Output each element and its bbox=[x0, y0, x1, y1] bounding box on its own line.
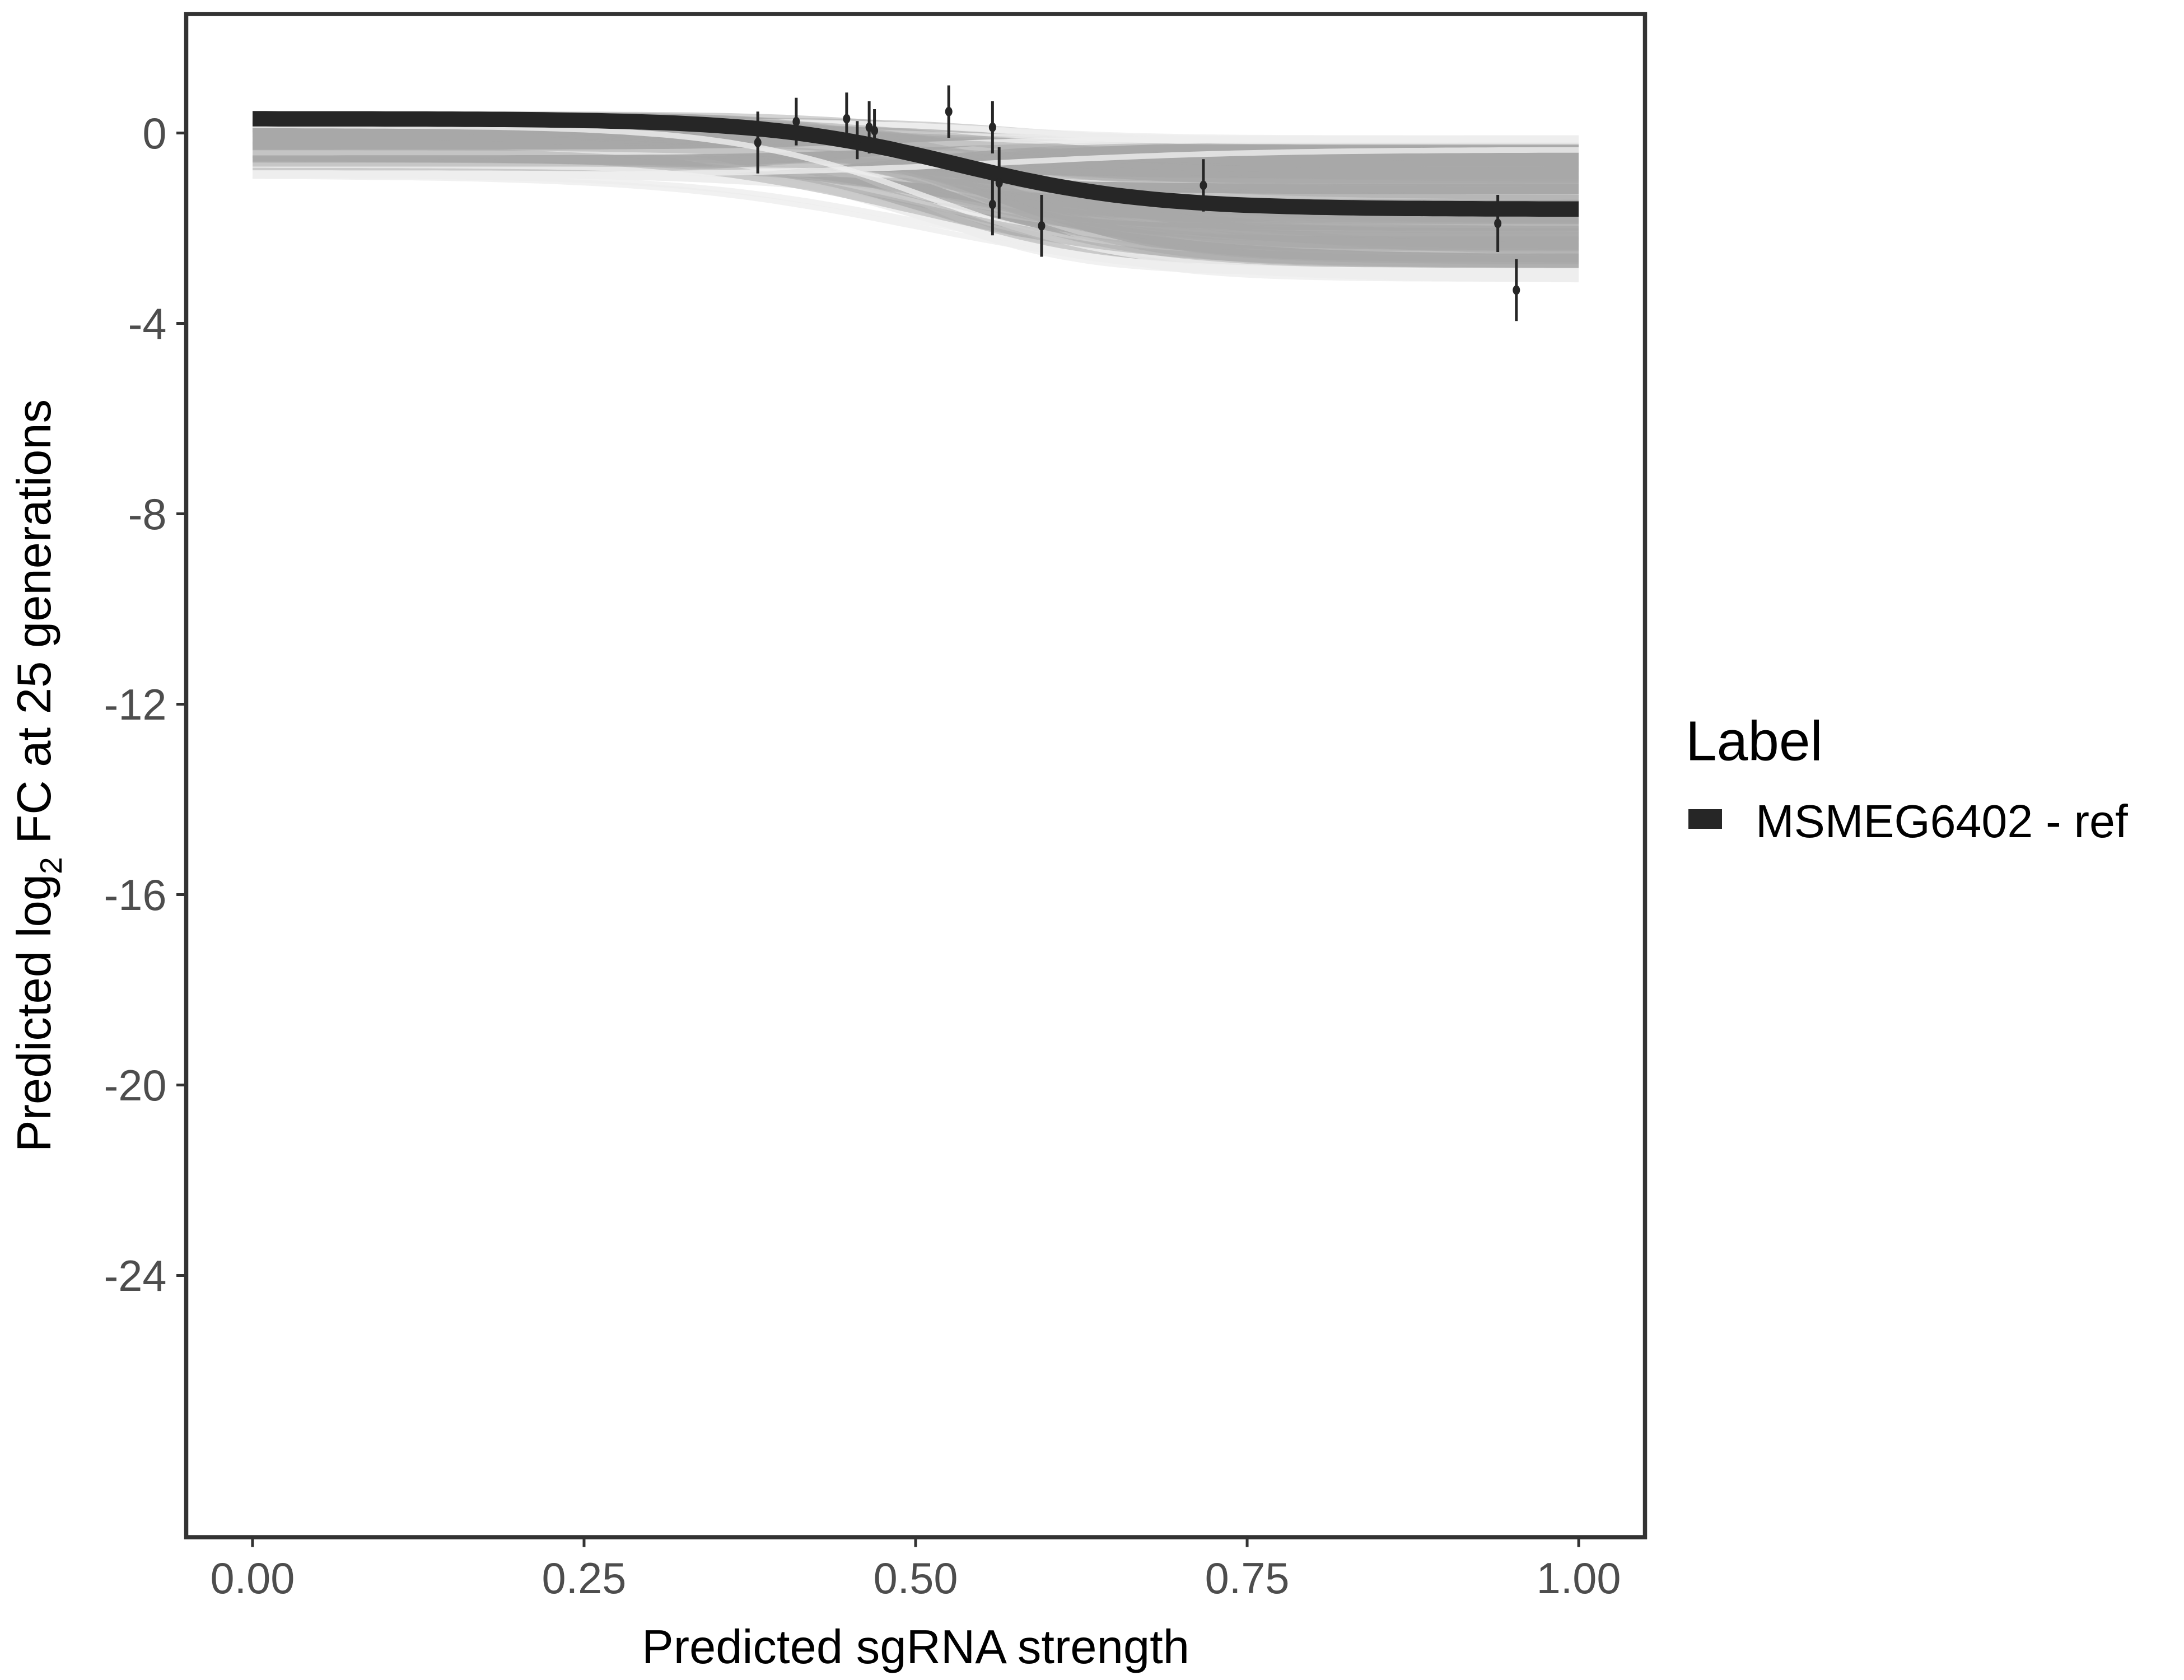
x-axis-title: Predicted sgRNA strength bbox=[642, 1621, 1189, 1674]
y-axis-title-post: FC at 25 generations bbox=[8, 399, 61, 857]
y-axis-title-pre: Predicted log bbox=[8, 874, 61, 1152]
x-tick-label: 0.50 bbox=[874, 1555, 958, 1603]
legend-key bbox=[1688, 809, 1722, 829]
legend-title: Label bbox=[1686, 710, 1823, 773]
posterior-draw-line bbox=[252, 146, 1579, 268]
data-points bbox=[754, 85, 1520, 321]
x-tick-label: 0.00 bbox=[210, 1555, 295, 1603]
posterior-draw-line bbox=[252, 173, 1579, 281]
data-point bbox=[853, 135, 861, 145]
data-point bbox=[871, 125, 879, 136]
y-tick-label: -4 bbox=[128, 300, 167, 348]
posterior-draw-line bbox=[253, 147, 1579, 178]
y-axis: 0 -4 -8 -12 -16 -20 -24 bbox=[104, 110, 186, 1300]
data-point bbox=[988, 122, 996, 132]
fit-curve-group bbox=[253, 111, 1579, 217]
data-point bbox=[843, 114, 851, 124]
data-point bbox=[1200, 180, 1207, 190]
y-axis-title: Predicted log2 FC at 25 generations bbox=[8, 399, 68, 1152]
x-tick-label: 1.00 bbox=[1537, 1555, 1621, 1603]
data-point bbox=[1038, 221, 1046, 231]
data-point bbox=[754, 138, 762, 147]
y-tick-label: -12 bbox=[104, 681, 166, 729]
y-tick-label: 0 bbox=[142, 110, 166, 158]
legend-label: MSMEG6402 - ref bbox=[1756, 796, 2129, 847]
x-axis: 0.00 0.25 0.50 0.75 1.00 bbox=[210, 1537, 1621, 1603]
data-point bbox=[988, 199, 996, 209]
data-point bbox=[1494, 218, 1502, 228]
data-point bbox=[995, 178, 1003, 188]
data-point bbox=[792, 116, 800, 127]
x-tick-label: 0.75 bbox=[1205, 1555, 1290, 1603]
y-tick-label: -16 bbox=[104, 871, 166, 920]
y-tick-label: -20 bbox=[104, 1062, 166, 1110]
data-point bbox=[945, 106, 953, 116]
fit-curve bbox=[253, 111, 1579, 217]
x-tick-label: 0.25 bbox=[542, 1555, 627, 1603]
y-tick-label: -24 bbox=[104, 1252, 166, 1300]
data-point bbox=[1513, 285, 1520, 295]
y-axis-title-sub: 2 bbox=[34, 857, 68, 874]
y-tick-label: -8 bbox=[128, 491, 167, 539]
uncertainty-band bbox=[252, 111, 1579, 283]
